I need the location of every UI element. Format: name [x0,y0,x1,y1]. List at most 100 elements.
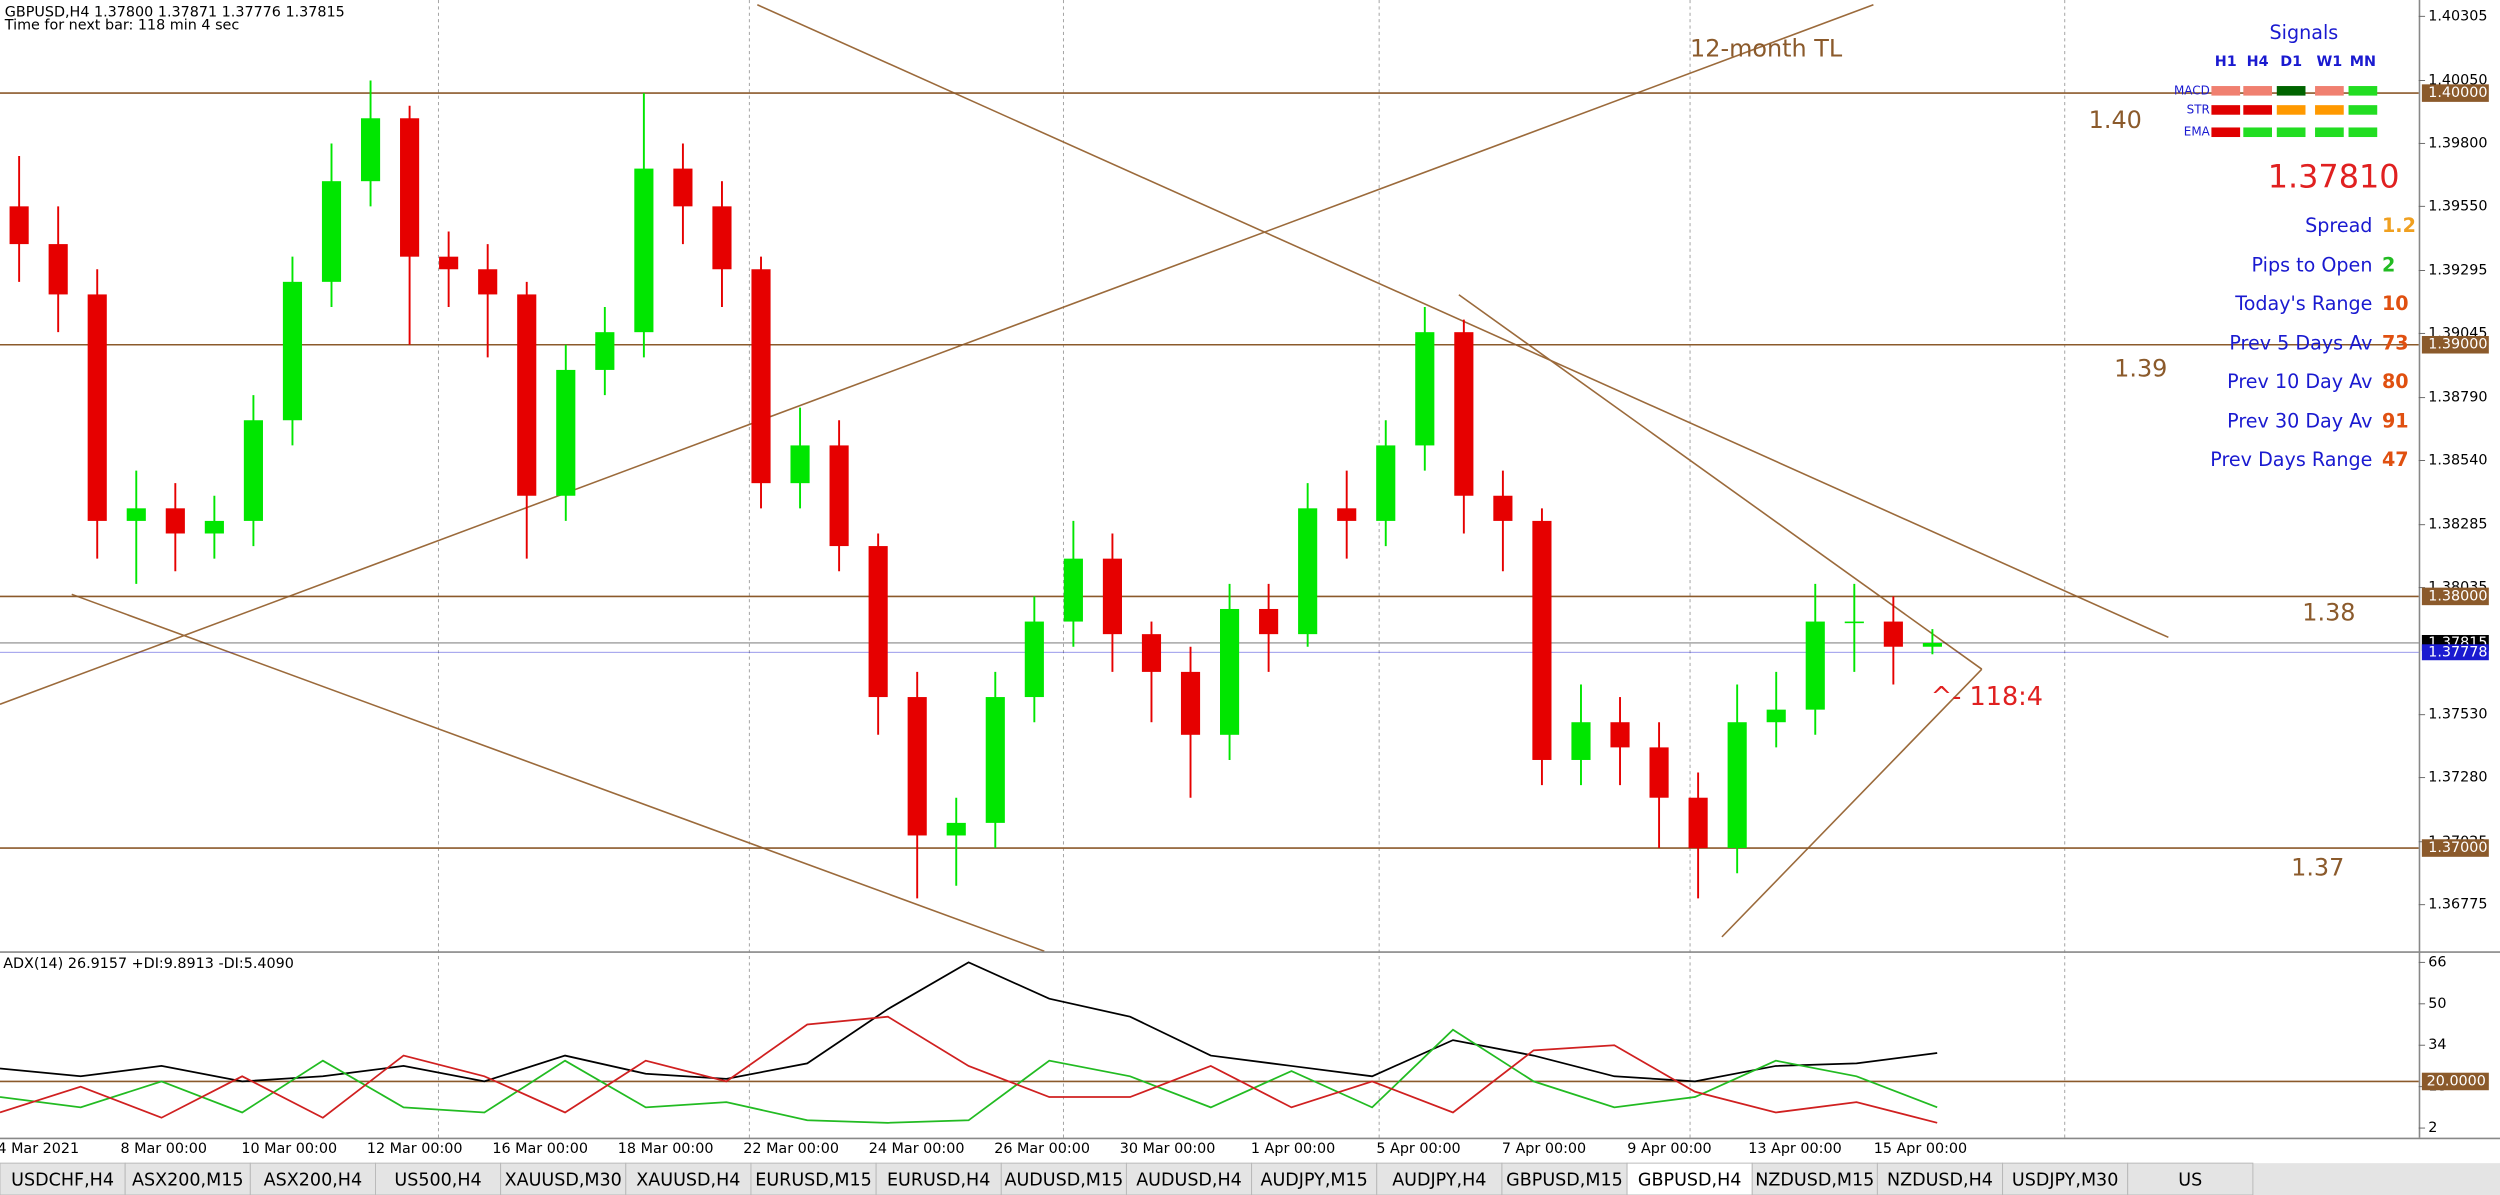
tab-label[interactable]: XAUUSD,H4 [636,1171,740,1191]
y-tick-label: 50 [2428,996,2446,1012]
tab[interactable] [625,1162,752,1195]
tab[interactable] [750,1162,877,1195]
signal-column: H4 [2247,54,2269,70]
candle-body [1141,634,1162,672]
tab[interactable] [1501,1162,1628,1195]
tab-label[interactable]: ASX200,M15 [132,1171,244,1191]
y-tick-label: 1.37530 [2428,707,2487,723]
level-label: 1.38000 [2428,588,2487,604]
signal-cell [2276,127,2306,138]
candle-body [87,294,107,521]
candle-body [634,168,654,333]
signal-cell [2348,86,2378,96]
y-tick-label: 66 [2428,954,2446,970]
stat-value: 73 [2382,332,2409,355]
x-tick-label: 18 Mar 00:00 [618,1141,714,1157]
signal-cell [2315,127,2344,138]
x-tick-label: 15 Apr 00:00 [1874,1141,1967,1157]
tab-label[interactable]: NZDUSD,H4 [1887,1171,1993,1191]
tab-label[interactable]: US [2178,1171,2202,1191]
tab[interactable] [0,1162,126,1195]
y-tick-label: 1.36775 [2428,897,2487,913]
signal-cell [2243,105,2273,115]
candle-body [321,181,342,282]
y-tick-label: 1.39550 [2428,198,2487,214]
tab-label[interactable]: AUDUSD,M15 [1004,1171,1123,1191]
level-box [2421,587,2489,606]
candle-body [1493,495,1513,521]
tab-label[interactable]: AUDJPY,M15 [1261,1171,1368,1191]
tab-label[interactable]: GBPUSD,M15 [1506,1171,1623,1191]
tab-label[interactable]: GBPUSD,H4 [1638,1171,1742,1191]
tab-label[interactable]: NZDUSD,M15 [1755,1171,1874,1191]
x-tick-label: 4 Mar 2021 [0,1141,79,1157]
x-tick-label: 9 Apr 00:00 [1627,1141,1711,1157]
current-price: 1.37810 [2268,157,2400,195]
y-tick-label: 1.39295 [2428,263,2487,279]
signal-cell [2315,86,2344,96]
candle-body [907,697,927,836]
tab[interactable] [124,1162,251,1195]
tab-label[interactable]: XAUUSD,M30 [505,1171,622,1191]
indicator-line [0,961,1938,1083]
price-box [2421,644,2489,661]
signal-cell [2315,105,2344,115]
price-label: 1.37778 [2428,644,2487,660]
signal-cell [2243,86,2273,96]
candle-body [360,118,381,182]
candle-body [517,294,537,496]
candle-body [673,168,693,207]
candle-body [868,546,888,698]
tab[interactable] [375,1162,502,1195]
tab[interactable] [1000,1162,1127,1195]
tab-label[interactable]: EURUSD,H4 [887,1171,990,1191]
signal-cell [2211,127,2241,138]
level-box [2421,1072,2489,1091]
tab-label[interactable]: ASX200,H4 [264,1171,362,1191]
tab-label[interactable]: EURUSD,M15 [755,1171,871,1191]
tab-label[interactable]: USDCHF,H4 [11,1171,114,1191]
signal-column: MN [2350,54,2376,70]
tab[interactable] [1376,1162,1503,1195]
stat-label: Prev 10 Day Av [2227,370,2372,393]
annotation: ^- 118:4 [1931,682,2043,712]
candle-body [1688,797,1708,849]
candle-body [751,269,771,484]
signal-column: W1 [2317,54,2343,70]
signal-row-label: EMA [2184,125,2211,139]
x-tick-label: 8 Mar 00:00 [120,1141,207,1157]
x-tick-label: 5 Apr 00:00 [1376,1141,1460,1157]
candle-body [1102,558,1122,635]
tab[interactable] [2127,1162,2254,1195]
x-tick-label: 16 Mar 00:00 [492,1141,588,1157]
stat-value: 80 [2382,370,2409,393]
candle-body [478,269,498,295]
candle-body [1454,332,1474,496]
tab[interactable] [1876,1162,2004,1195]
y-tick-label: 1.38790 [2428,390,2487,406]
signal-cell [2211,86,2241,96]
candle-body [439,256,459,270]
tab-label[interactable]: USDJPY,M30 [2012,1171,2118,1191]
candle-body [1727,722,1747,849]
candle-body [9,206,29,245]
signal-cell [2348,105,2378,115]
candle-body [1063,558,1083,622]
tab-label[interactable]: AUDUSD,H4 [1136,1171,1242,1191]
tab-label[interactable]: US500,H4 [394,1171,481,1191]
tab[interactable] [249,1162,376,1195]
candle-body [1922,642,1942,647]
stat-label: Pips to Open [2252,254,2373,277]
signals-title: Signals [2270,21,2339,44]
candle-body [1376,445,1396,521]
x-tick-label: 30 Mar 00:00 [1120,1141,1216,1157]
y-tick-label: 1.38540 [2428,453,2487,469]
signal-cell [2211,105,2241,115]
tab-label[interactable]: AUDJPY,H4 [1392,1171,1486,1191]
candle-body [829,445,849,547]
stat-value: 91 [2382,410,2409,433]
tab[interactable] [1626,1162,1753,1195]
candle-body [1415,332,1435,446]
